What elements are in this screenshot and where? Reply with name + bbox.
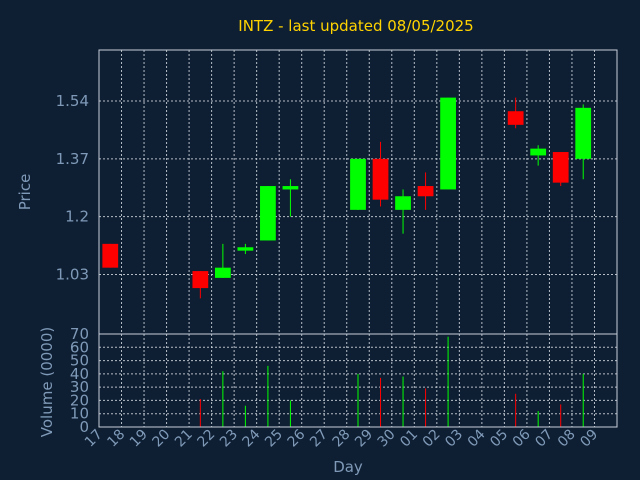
candle bbox=[102, 243, 119, 268]
x-axis-label: Day bbox=[333, 458, 363, 476]
candle bbox=[530, 145, 547, 166]
candle-body bbox=[417, 186, 434, 197]
x-tick-label: 23 bbox=[217, 427, 241, 451]
x-tick-label: 06 bbox=[510, 426, 534, 450]
x-tick-label: 04 bbox=[465, 426, 489, 450]
candle bbox=[395, 189, 411, 234]
candle-body bbox=[260, 186, 276, 241]
x-tick-label: 25 bbox=[262, 427, 286, 451]
x-tick-label: 28 bbox=[330, 427, 354, 451]
candle-body bbox=[282, 186, 299, 190]
candle bbox=[350, 158, 366, 210]
x-tick-label: 21 bbox=[172, 427, 196, 451]
chart-title: INTZ - last updated 08/05/2025 bbox=[238, 17, 473, 35]
volume-tick-label: 40 bbox=[70, 365, 89, 383]
volume-axis-label: Volume (0000) bbox=[38, 327, 56, 437]
price-panel: 1.03 1.2 1.37 1.54 bbox=[56, 49, 618, 335]
candle-body bbox=[552, 152, 569, 183]
volume-tick-label: 50 bbox=[70, 352, 89, 370]
volume-tick-label: 20 bbox=[70, 391, 89, 409]
candle bbox=[507, 97, 524, 129]
x-tick-label: 30 bbox=[375, 427, 399, 451]
candle-body bbox=[575, 107, 592, 159]
candle-body bbox=[507, 111, 524, 125]
x-tick-label: 08 bbox=[555, 427, 579, 451]
candle bbox=[192, 271, 209, 299]
volume-tick-label: 10 bbox=[70, 405, 89, 423]
candle bbox=[440, 97, 456, 190]
candle bbox=[214, 243, 231, 278]
volume-tick-label: 60 bbox=[70, 338, 89, 356]
candle-body bbox=[102, 243, 119, 268]
x-tick-label: 01 bbox=[397, 427, 421, 451]
candle-body bbox=[440, 97, 456, 190]
candle bbox=[237, 243, 254, 255]
price-axis-label: Price bbox=[16, 174, 34, 211]
price-tick-label: 1.03 bbox=[56, 265, 89, 283]
price-tick-label: 1.54 bbox=[56, 92, 89, 110]
volume-tick-label: 70 bbox=[70, 325, 89, 343]
x-tick-label: 24 bbox=[240, 426, 264, 450]
volume-tick-label: 0 bbox=[79, 418, 89, 436]
x-tick-label: 29 bbox=[352, 427, 376, 451]
candle bbox=[552, 152, 569, 187]
price-tick-label: 1.2 bbox=[65, 208, 89, 226]
candle bbox=[417, 172, 434, 210]
x-tick-label: 27 bbox=[307, 427, 331, 451]
candle-body bbox=[372, 158, 389, 200]
candle-body bbox=[214, 267, 231, 278]
candle-body bbox=[395, 196, 411, 210]
candle-body bbox=[530, 148, 547, 156]
x-tick-label: 26 bbox=[285, 426, 309, 450]
x-tick-label: 07 bbox=[532, 427, 556, 451]
x-tick-label: 19 bbox=[127, 427, 151, 451]
x-tick-label: 09 bbox=[577, 427, 601, 451]
candle bbox=[372, 141, 389, 207]
candle bbox=[282, 179, 299, 217]
x-tick-label: 03 bbox=[442, 427, 466, 451]
x-tick-label: 05 bbox=[487, 427, 511, 451]
candle-body bbox=[237, 247, 254, 251]
candle bbox=[575, 104, 592, 180]
x-tick-label: 18 bbox=[104, 427, 128, 451]
volume-frame bbox=[98, 333, 618, 428]
x-tick-label: 20 bbox=[149, 427, 173, 451]
candle bbox=[260, 186, 276, 241]
x-tick-label: 02 bbox=[420, 427, 444, 451]
price-tick-label: 1.37 bbox=[56, 150, 89, 168]
x-tick-label: 22 bbox=[195, 427, 219, 451]
candle-body bbox=[192, 271, 209, 289]
volume-tick-label: 30 bbox=[70, 378, 89, 396]
candle-body bbox=[350, 158, 366, 210]
